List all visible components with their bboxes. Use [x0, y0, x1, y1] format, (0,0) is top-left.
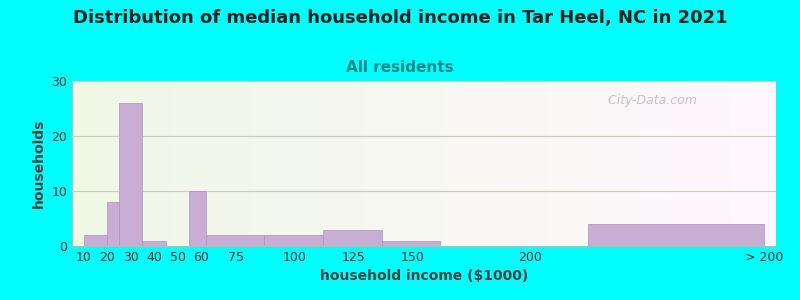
Y-axis label: households: households [32, 119, 46, 208]
Bar [265, 235, 323, 246]
Bar [382, 241, 441, 246]
Bar [84, 235, 107, 246]
Bar [588, 224, 764, 246]
X-axis label: household income ($1000): household income ($1000) [320, 269, 528, 284]
Bar [190, 191, 206, 246]
Text: City-Data.com: City-Data.com [600, 94, 697, 107]
Bar [206, 235, 265, 246]
Text: Distribution of median household income in Tar Heel, NC in 2021: Distribution of median household income … [73, 9, 727, 27]
Bar [323, 230, 382, 246]
Bar [107, 202, 119, 246]
Text: All residents: All residents [346, 60, 454, 75]
Bar [119, 103, 142, 246]
Bar [142, 241, 166, 246]
